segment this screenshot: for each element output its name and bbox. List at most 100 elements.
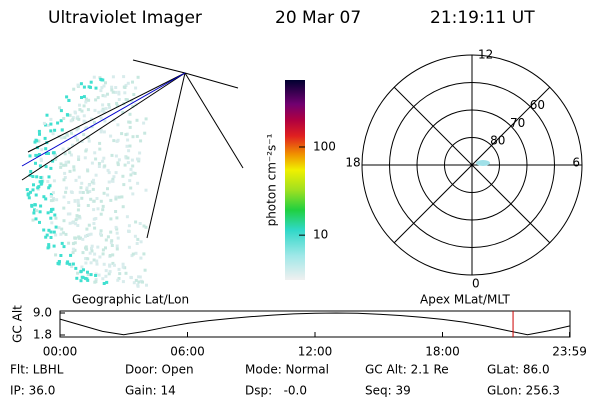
image-pixel [99,229,103,233]
image-pixel [48,184,52,188]
image-pixel [101,204,105,208]
time: 21:19:11 UT [430,8,535,28]
image-pixel [38,220,41,224]
image-pixel [50,208,53,211]
image-pixel [89,85,92,89]
image-pixel [134,278,138,282]
image-pixel [47,175,51,179]
image-pixel [40,148,44,152]
image-pixel [143,268,147,272]
image-pixel [31,175,35,178]
image-pixel [81,237,85,241]
image-pixel [82,268,85,272]
image-pixel [138,275,142,279]
image-pixel [59,232,63,236]
image-pixel [111,75,115,79]
image-pixel [131,192,135,196]
image-pixel [54,225,58,229]
image-pixel [111,253,115,257]
mlt-label: 6 [572,156,580,170]
image-pixel [104,269,108,273]
image-pixel [82,133,86,137]
image-pixel [79,82,83,86]
image-pixel [74,222,78,226]
image-pixel [44,165,48,169]
image-pixel [35,209,39,213]
image-pixel [121,262,125,266]
image-pixel [94,280,98,284]
image-pixel [67,241,71,245]
image-pixel [39,204,43,208]
image-pixel [131,171,135,175]
image-pixel [52,244,56,248]
image-pixel [104,81,107,85]
polar-ring [416,109,528,221]
image-pixel [116,278,120,282]
image-pixel [75,128,79,132]
polar-outer-ring [361,54,583,276]
image-pixel [35,154,39,158]
image-pixel [104,107,108,111]
image-pixel [115,231,119,235]
image-pixel [131,80,134,84]
timeline-left-label: Geographic Lat/Lon [72,293,189,307]
image-pixel [29,190,32,194]
image-pixel [104,274,108,278]
image-pixel [26,193,30,197]
image-pixel [77,203,81,207]
image-pixel [69,153,73,157]
image-pixel [42,195,46,199]
image-pixel [76,224,80,227]
image-pixel [82,119,86,123]
image-pixel [47,243,51,247]
image-pixel [53,213,57,217]
image-pixel [85,277,89,281]
image-pixel [94,98,98,102]
image-pixel [142,224,146,228]
image-pixel [64,232,68,236]
image-pixel [90,244,94,248]
mlt-label: 0 [472,277,480,291]
image-pixel [79,279,83,283]
image-pixel [115,104,119,108]
image-pixel [102,282,106,285]
image-pixel [95,262,99,266]
image-pixel [67,160,71,164]
image-pixel [130,99,134,103]
image-pixel [79,236,82,240]
image-pixel [77,155,81,159]
image-pixel [87,223,91,227]
image-pixel [99,199,103,203]
image-pixel [111,179,115,183]
image-pixel [121,280,125,284]
image-pixel [86,257,90,261]
image-pixel [123,163,127,167]
image-pixel [34,138,38,142]
image-pixel [70,131,73,135]
image-pixel [92,178,95,182]
image-pixel [91,187,95,191]
image-pixel [40,181,44,185]
image-pixel [103,94,107,98]
image-pixel [137,157,141,161]
x-tick-label: 12:00 [298,345,333,359]
image-pixel [64,186,68,190]
image-pixel [49,122,53,126]
x-tick-label: 18:00 [425,345,460,359]
image-pixel [59,109,63,113]
image-pixel [85,227,89,231]
image-pixel [102,191,106,195]
image-pixel [114,210,118,213]
image-pixel [90,161,94,165]
image-pixel [49,117,53,121]
image-pixel [90,246,93,250]
image-pixel [101,277,105,281]
image-pixel [68,221,72,225]
image-pixel [87,139,91,143]
image-pixel [75,214,79,218]
status-field: Dsp: -0.0 [245,384,307,398]
image-pixel [102,130,106,134]
image-pixel [78,103,81,107]
image-pixel [136,75,140,79]
image-pixel [116,163,120,167]
